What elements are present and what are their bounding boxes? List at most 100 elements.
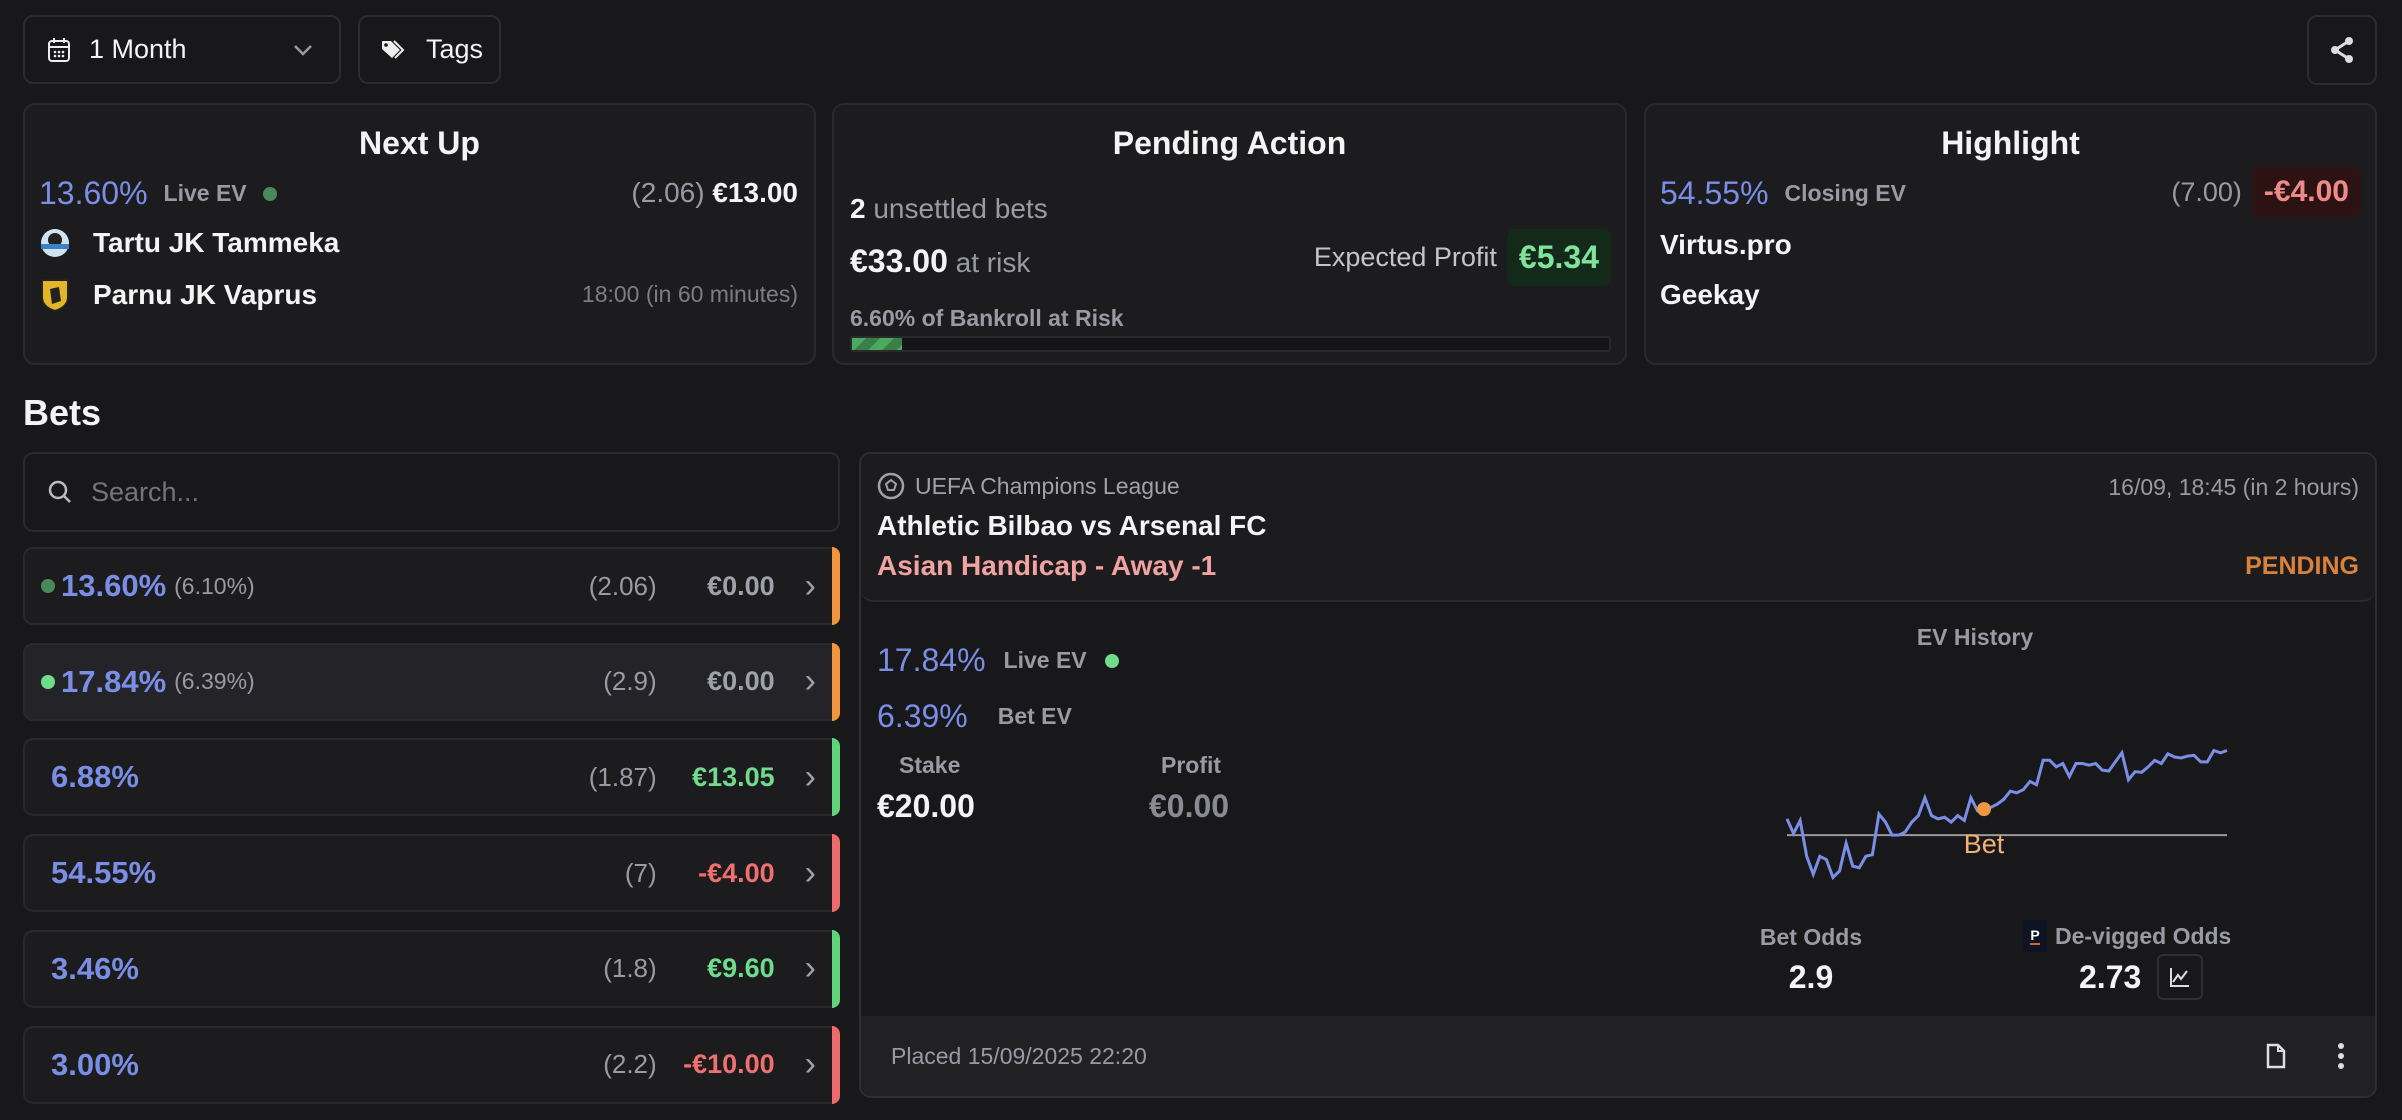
team-logo-icon xyxy=(41,229,69,257)
ev-line xyxy=(1785,748,2228,881)
share-icon xyxy=(2331,37,2353,63)
ev-value: 13.60% xyxy=(39,175,148,211)
devig-odds-label: De-vigged Odds xyxy=(2055,922,2232,949)
bet-odds-value: 2.9 xyxy=(1788,959,1834,995)
bet-detail-footer: Placed 15/09/2025 22:20 xyxy=(861,1016,2375,1096)
live-ev-value: 17.84% xyxy=(877,642,986,678)
chevron-right-icon: › xyxy=(804,853,816,892)
team-logo-icon xyxy=(41,279,69,313)
highlight-card[interactable]: Highlight 54.55% Closing EV (7.00) -€4.0… xyxy=(1644,103,2377,365)
ev-history-chart: Bet xyxy=(1785,748,2228,881)
search-field[interactable] xyxy=(23,452,840,532)
ev-value: 54.55% xyxy=(1660,175,1769,211)
period-value: 1 Month xyxy=(89,34,187,64)
bet-marker xyxy=(1977,802,1992,817)
bet-odds: (2.06) xyxy=(588,570,657,601)
home-team: Tartu JK Tammeka xyxy=(93,227,340,258)
bet-ev: 17.84% xyxy=(61,663,167,699)
profit-value: €0.00 xyxy=(1149,788,1230,824)
tags-icon xyxy=(382,39,405,59)
bet-ev: 3.46% xyxy=(51,950,139,986)
risk-amount: €33.00 xyxy=(850,243,948,279)
bet-amount: -€4.00 xyxy=(698,857,775,888)
bet-odds: (2.9) xyxy=(603,666,657,697)
bet-ev: 6.88% xyxy=(51,759,139,795)
league-name: UEFA Champions League xyxy=(915,472,1180,499)
chevron-right-icon: › xyxy=(804,662,816,701)
expected-profit-value: €5.34 xyxy=(1506,229,1611,286)
chevron-right-icon: › xyxy=(804,949,816,988)
search-icon xyxy=(48,480,71,503)
unsettled-label: unsettled bets xyxy=(873,193,1048,224)
unsettled-count: 2 xyxy=(850,193,866,224)
risk-label: at risk xyxy=(955,247,1031,278)
team-2: Geekay xyxy=(1660,279,1760,310)
bankroll-progress-bar xyxy=(850,336,1611,352)
live-dot-icon xyxy=(41,579,55,593)
bet-odds: (7) xyxy=(624,857,657,888)
card-title: Highlight xyxy=(1941,125,2080,161)
line-chart-icon xyxy=(2170,968,2189,987)
stake-label: Stake xyxy=(899,752,961,778)
bet-row[interactable]: 13.60% (6.10%) (2.06) €0.00 › xyxy=(23,547,840,625)
bet-amount: -€10.00 xyxy=(683,1049,775,1079)
tags-label: Tags xyxy=(426,34,484,64)
status-bar xyxy=(832,834,840,913)
search-input[interactable] xyxy=(91,476,791,508)
expected-profit-label: Expected Profit xyxy=(1313,242,1497,272)
bet-amount: €0.00 xyxy=(707,570,775,601)
bet-odds: (1.8) xyxy=(603,953,657,984)
chart-title: EV History xyxy=(1916,624,2034,650)
bet-ev-value: 6.39% xyxy=(877,698,968,734)
bet-amount: €0.00 xyxy=(707,666,775,697)
bet-odds: (2.2) xyxy=(603,1049,657,1079)
chevron-down-icon xyxy=(294,44,312,56)
ev-label: Live EV xyxy=(163,180,247,206)
document-icon[interactable] xyxy=(2265,1043,2287,1069)
calendar-icon xyxy=(48,37,70,62)
next-up-card[interactable]: Next Up 13.60% Live EV (2.06) €13.00 Tar… xyxy=(23,103,816,365)
bet-ev: 3.00% xyxy=(51,1046,139,1082)
odds: (2.06) xyxy=(631,177,705,208)
odds-chart-button[interactable] xyxy=(2157,954,2203,1000)
pinnacle-logo-icon: P xyxy=(2023,920,2047,952)
match-title: Athletic Bilbao vs Arsenal FC xyxy=(877,510,1267,541)
stake-value: €20.00 xyxy=(877,788,975,824)
bet-amount: €9.60 xyxy=(707,953,775,984)
bet-marker-label: Bet xyxy=(1964,829,2005,859)
soccer-ball-icon xyxy=(877,472,905,500)
card-title: Pending Action xyxy=(1112,125,1347,161)
market: Asian Handicap - Away -1 xyxy=(877,550,1217,581)
live-dot-icon xyxy=(41,674,55,689)
bet-odds-label: Bet Odds xyxy=(1759,924,1863,950)
more-options-icon[interactable] xyxy=(2337,1042,2345,1070)
tags-button[interactable]: Tags xyxy=(358,15,501,84)
status-bar xyxy=(832,642,840,721)
match-datetime: 16/09, 18:45 (in 2 hours) xyxy=(2108,474,2359,500)
bet-row[interactable]: 54.55% (7) -€4.00 › xyxy=(23,834,840,913)
live-ev-label: Live EV xyxy=(1003,647,1087,673)
bet-row[interactable]: 3.46% (1.8) €9.60 › xyxy=(23,929,840,1008)
profit-label: Profit xyxy=(1161,752,1222,778)
pending-action-card: Pending Action 2 unsettled bets €33.00 a… xyxy=(832,103,1627,365)
stake: €13.00 xyxy=(712,177,798,208)
status-bar xyxy=(832,738,840,817)
away-team: Parnu JK Vaprus xyxy=(93,279,318,310)
team-1: Virtus.pro xyxy=(1660,229,1792,260)
placed-date: Placed 15/09/2025 22:20 xyxy=(891,1042,1147,1069)
kickoff-time: 18:00 (in 60 minutes) xyxy=(581,281,798,307)
chevron-right-icon: › xyxy=(804,1045,816,1083)
bet-row[interactable]: 6.88% (1.87) €13.05 › xyxy=(23,738,840,817)
bet-detail-panel: UEFA Champions League 16/09, 18:45 (in 2… xyxy=(859,452,2377,1098)
period-dropdown[interactable]: 1 Month xyxy=(23,15,341,84)
bet-odds: (1.87) xyxy=(588,761,657,792)
share-button[interactable] xyxy=(2307,15,2377,85)
bet-row[interactable]: 17.84% (6.39%) (2.9) €0.00 › xyxy=(23,642,840,721)
live-dot-icon xyxy=(1104,653,1119,668)
live-dot-icon xyxy=(262,186,277,201)
bankroll-progress-fill xyxy=(852,338,902,350)
bet-ev: 13.60% xyxy=(61,568,167,603)
ev-label: Closing EV xyxy=(1784,180,1906,206)
bet-row[interactable]: 3.00% (2.2) -€10.00 › xyxy=(23,1025,840,1104)
status-bar xyxy=(832,929,840,1008)
